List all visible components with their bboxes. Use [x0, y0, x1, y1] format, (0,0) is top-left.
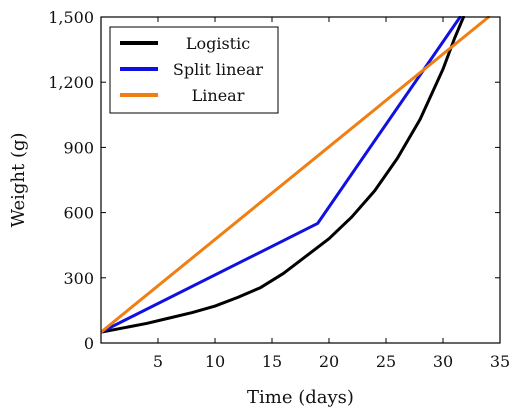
series-layer	[101, 16, 491, 334]
y-tick-label: 300	[63, 269, 94, 288]
legend: Logistic Split linear Linear	[109, 26, 279, 114]
x-tick-label: 15	[262, 352, 282, 371]
series-line-logistic	[101, 16, 466, 334]
y-tick-label: 1,200	[48, 73, 94, 92]
y-tick-label: 0	[84, 334, 94, 353]
y-tick-label: 900	[63, 138, 94, 157]
legend-label: Logistic	[186, 34, 250, 53]
series-line-split-linear	[101, 16, 462, 334]
plot-area-frame	[100, 16, 501, 344]
legend-label: Split linear	[173, 60, 264, 79]
x-tick-label: 30	[433, 352, 453, 371]
x-tick-label: 35	[490, 352, 510, 371]
y-tick-label: 600	[63, 204, 94, 223]
x-tick-label: 20	[319, 352, 339, 371]
y-axis: 0 300 600 900 1,200 1,500	[48, 8, 500, 353]
series-line-linear	[101, 16, 491, 334]
x-axis-label: Time (days)	[247, 387, 354, 408]
x-tick-label: 5	[153, 352, 163, 371]
x-tick-label: 25	[376, 352, 396, 371]
x-axis: 5 10 15 20 25 30 35	[153, 17, 510, 371]
y-axis-label: Weight (g)	[8, 132, 29, 227]
y-tick-label: 1,500	[48, 8, 94, 27]
legend-label: Linear	[192, 86, 245, 105]
x-tick-label: 10	[205, 352, 225, 371]
